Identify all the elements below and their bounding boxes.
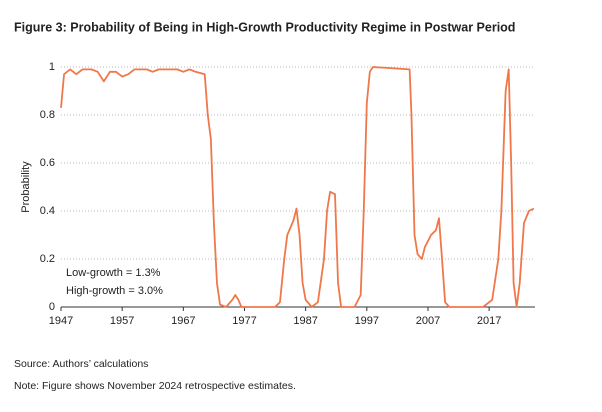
chart-title: Figure 3: Probability of Being in High-G…	[14, 20, 515, 34]
y-tick-label: 0.6	[40, 157, 55, 169]
y-tick-label: 1	[49, 61, 55, 73]
x-tick-label: 1977	[232, 315, 256, 327]
x-tick-label: 1967	[171, 315, 195, 327]
y-axis-label: Probability	[20, 161, 32, 213]
annotation: Low-growth = 1.3%	[66, 267, 161, 279]
note: Note: Figure shows November 2024 retrosp…	[14, 380, 296, 392]
annotation: High-growth = 3.0%	[66, 285, 163, 297]
x-tick-label: 2007	[416, 315, 440, 327]
x-tick-label: 2017	[477, 315, 501, 327]
x-tick-label: 1957	[110, 315, 134, 327]
y-tick-label: 0.4	[40, 205, 55, 217]
y-tick-label: 0.2	[40, 253, 55, 265]
x-tick-label: 1997	[355, 315, 379, 327]
x-tick-label: 1987	[293, 315, 317, 327]
data-line	[60, 66, 535, 308]
y-tick-label: 0.8	[40, 109, 55, 121]
y-tick-label: 0	[49, 301, 55, 313]
source: Source: Authors’ calculations	[14, 358, 148, 370]
x-tick-label: 1947	[49, 315, 73, 327]
